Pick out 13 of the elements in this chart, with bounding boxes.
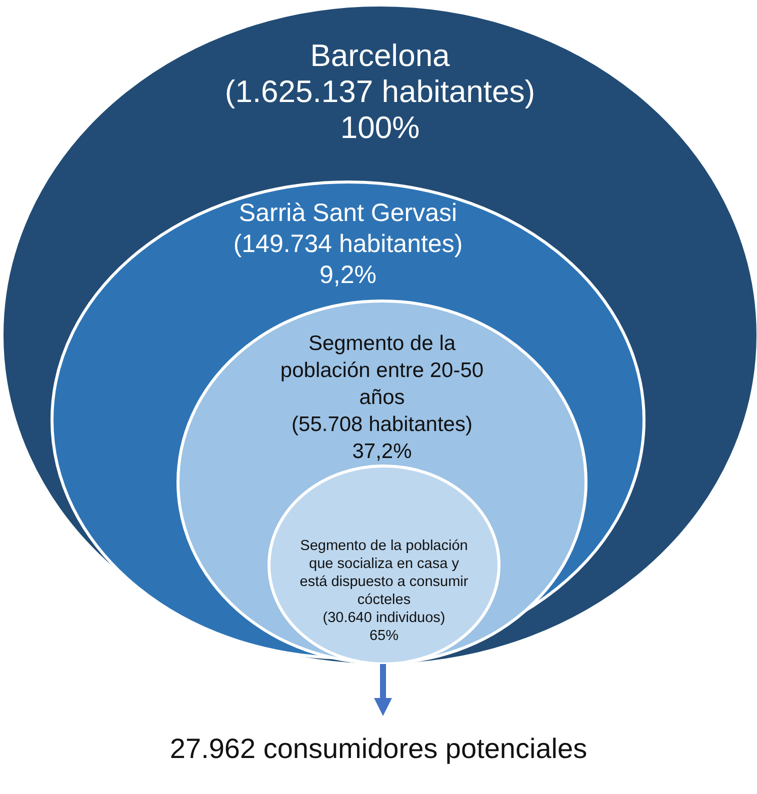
text: 27.962 consumidores potenciales (168, 733, 588, 765)
data-label: (30.640 individuos) (322, 609, 446, 627)
data-label: (149.734 habitantes) (232, 229, 464, 260)
data-label: 65% (368, 627, 400, 645)
category-label: Sarrià Sant Gervasi (238, 198, 458, 229)
data-label: (1.625.137 habitantes) (224, 74, 536, 110)
data-label: (55.708 habitantes) (290, 412, 474, 438)
category-label: Segmento de la población que socializa en casa y está dispuesto a consumir cócteles (298, 537, 470, 609)
data-label: 9,2% (318, 260, 378, 291)
category-label: Barcelona (309, 38, 451, 74)
category-label: Segmento de la población entre 20-50 años (279, 331, 485, 411)
data-label: 37,2% (351, 439, 413, 465)
data-label: 100% (339, 110, 421, 146)
